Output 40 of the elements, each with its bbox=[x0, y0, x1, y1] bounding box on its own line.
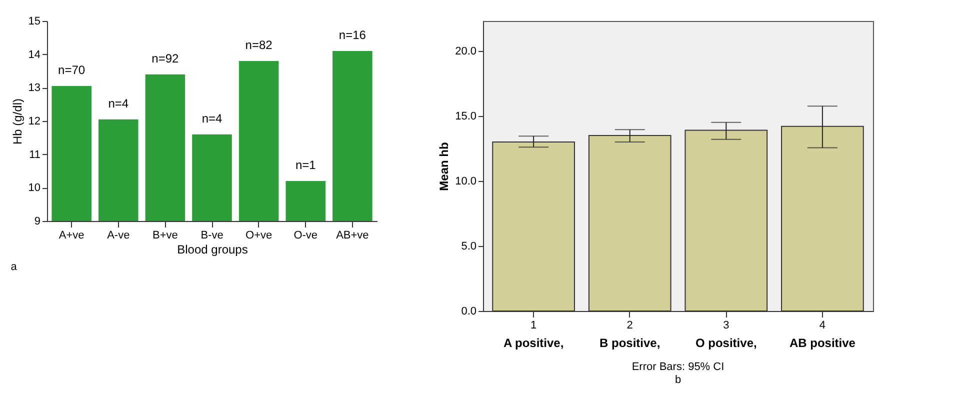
x-tick-label: 4 bbox=[819, 320, 826, 332]
y-tick-label: 12 bbox=[28, 116, 40, 128]
x-tick-label: AB+ve bbox=[336, 230, 369, 242]
annotation: n=92 bbox=[152, 51, 180, 66]
y-tick-label: 15 bbox=[28, 16, 40, 28]
x-tick-label: B-ve bbox=[200, 230, 224, 242]
x-tick-label: O-ve bbox=[294, 230, 318, 242]
x-tick-label: 1 bbox=[530, 320, 537, 332]
x-tick-label: 2 bbox=[626, 320, 633, 332]
y-tick-label: 10 bbox=[28, 182, 40, 194]
y-tick-label: 9 bbox=[34, 216, 40, 228]
y-tick-label: 11 bbox=[29, 148, 40, 161]
y-axis-title: Hb (g/dl) bbox=[10, 98, 24, 145]
text: AB positive bbox=[789, 336, 856, 350]
x-tick-label: O+ve bbox=[246, 230, 272, 242]
y-tick-label: 20.0 bbox=[455, 45, 476, 58]
y-tick-label: 10.0 bbox=[455, 175, 476, 188]
text: b bbox=[674, 374, 682, 386]
annotation: n=1 bbox=[295, 158, 316, 172]
x-axis-title: Blood groups bbox=[177, 242, 248, 256]
x-tick-label: A+ve bbox=[58, 230, 84, 242]
annotation: n=82 bbox=[245, 38, 273, 52]
text: Error Bars: 95% CI bbox=[632, 361, 724, 373]
x-tick-label: B+ve bbox=[152, 230, 178, 242]
x-tick-label: A-ve bbox=[107, 230, 130, 242]
annotation: n=4 bbox=[202, 111, 222, 126]
text: B positive, bbox=[600, 336, 660, 350]
y-axis-title: Mean hb bbox=[437, 142, 452, 191]
text: O positive, bbox=[695, 336, 757, 350]
y-tick-label: 0.0 bbox=[461, 306, 476, 318]
y-tick-label: 15.0 bbox=[455, 110, 476, 122]
annotation: n=4 bbox=[108, 96, 129, 110]
annotation: n=70 bbox=[58, 63, 86, 77]
text: A positive, bbox=[503, 336, 564, 350]
x-tick-label: 3 bbox=[723, 320, 730, 332]
annotation: n=16 bbox=[338, 28, 366, 42]
y-tick-label: 13 bbox=[28, 82, 40, 94]
text: a bbox=[10, 261, 18, 273]
y-tick-label: 14 bbox=[28, 48, 40, 61]
y-tick-label: 5.0 bbox=[461, 240, 476, 252]
